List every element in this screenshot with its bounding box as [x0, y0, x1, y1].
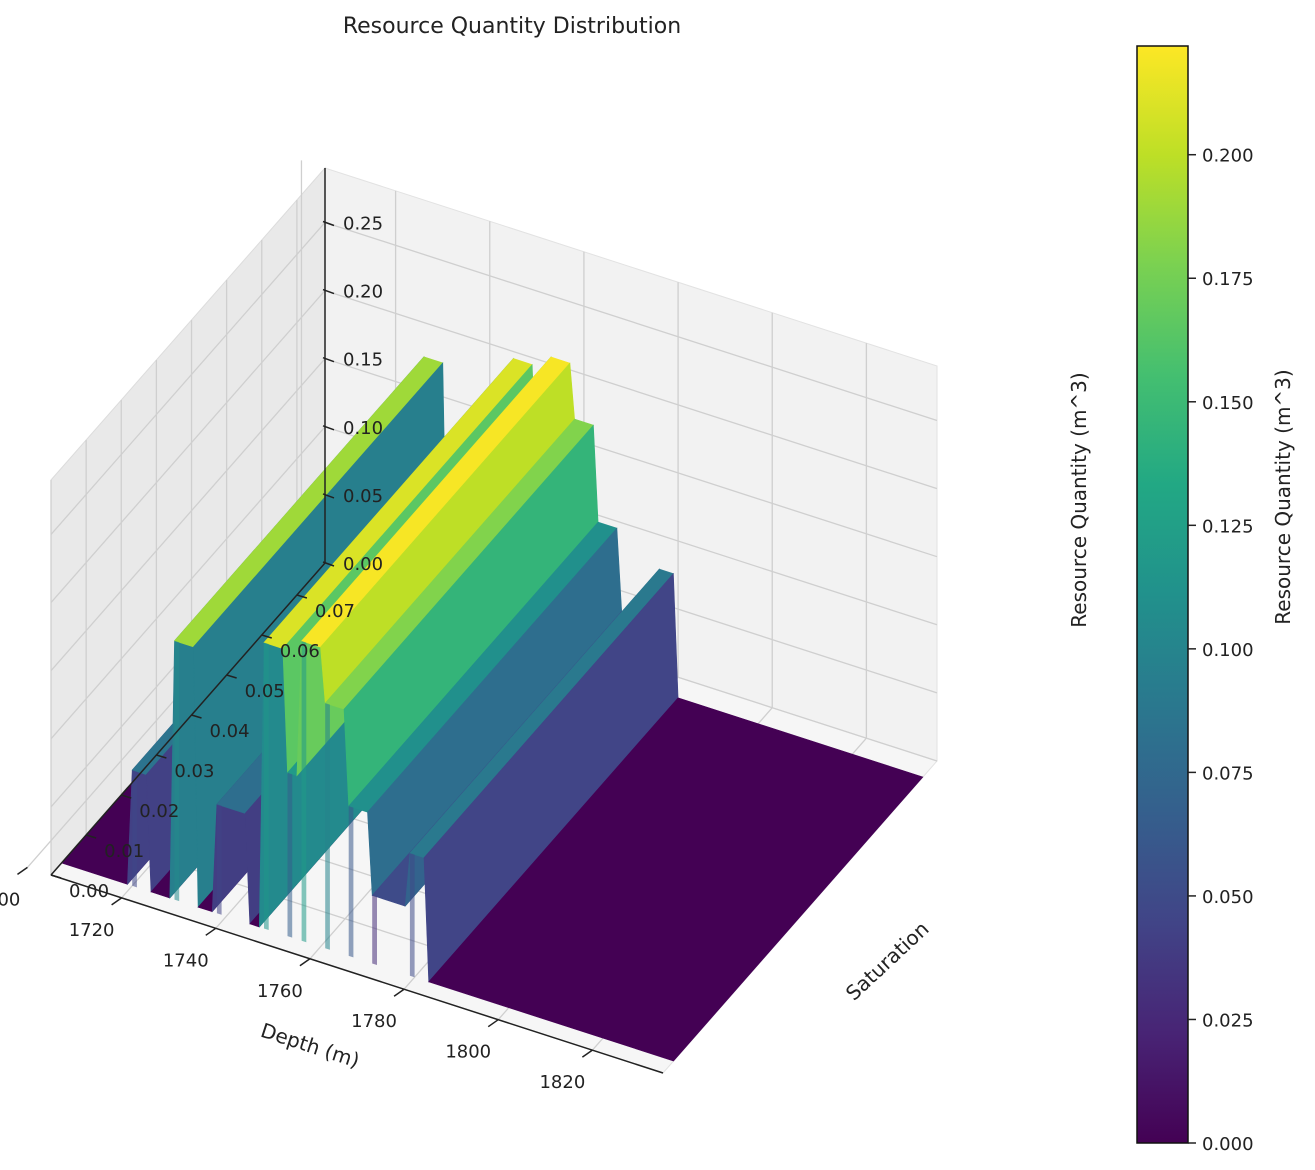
y-tick-label: 0.06	[280, 641, 320, 662]
surface-front-edge	[372, 895, 377, 965]
x-tick-mark	[487, 1019, 499, 1028]
x-tick-mark	[17, 866, 28, 875]
colorbar-tick-label: 0.000	[1202, 1134, 1254, 1155]
z-tick-label: 0.25	[343, 213, 383, 234]
x-axis-label: Depth (m)	[258, 1018, 363, 1072]
z-tick-label: 0.10	[343, 418, 383, 439]
z-tick-mark	[322, 356, 335, 363]
y-tick-mark	[261, 634, 272, 639]
z-tick-mark	[322, 561, 335, 567]
x-tick-mark	[393, 988, 405, 997]
surface-front-edge	[264, 642, 269, 930]
grid-line-z	[50, 426, 326, 740]
y-tick-mark	[121, 794, 132, 799]
surface-front-edge	[287, 772, 293, 938]
colorbar-tick-label: 0.075	[1202, 763, 1254, 784]
y-axis-label: Saturation	[841, 917, 934, 1006]
z-tick-label: 0.05	[343, 486, 383, 507]
z-tick-label: 0.20	[343, 282, 383, 303]
grid-line-z	[324, 289, 938, 490]
grid-line-z	[50, 358, 326, 672]
colorbar-tick-label: 0.175	[1202, 269, 1254, 290]
y-tick-label: 0.07	[315, 601, 355, 622]
x-tick-mark	[205, 927, 217, 936]
x-tick-label: 1800	[445, 1042, 491, 1063]
x-tick-label: 1780	[351, 1011, 397, 1032]
surface-front-edge	[301, 641, 307, 943]
colorbar: 0.000 0.025 0.050 0.075 0.100 0.125 0.150 0.175…	[1136, 45, 1295, 1155]
surface-front-edge	[348, 806, 354, 958]
chart-title: Resource Quantity Distribution	[343, 14, 681, 39]
z-tick-mark	[322, 220, 335, 227]
x-tick-label: 1720	[69, 920, 115, 941]
y-tick-label: 0.02	[139, 801, 179, 822]
y-tick-label: 0.00	[69, 881, 109, 902]
y-tick-label: 0.01	[104, 841, 144, 862]
colorbar-tick-label: 0.125	[1202, 516, 1254, 537]
x-tick-label: 1760	[257, 981, 303, 1002]
y-tick-mark	[226, 674, 237, 679]
x-tick-mark	[581, 1049, 593, 1058]
grid-line-z	[324, 221, 938, 422]
y-tick-label: 0.05	[245, 681, 285, 702]
x-tick-mark	[299, 958, 311, 967]
y-tick-mark	[156, 754, 167, 759]
colorbar-tick-label: 0.050	[1202, 887, 1254, 908]
z-tick-mark	[322, 288, 335, 295]
colorbar-tick-label: 0.025	[1202, 1010, 1254, 1031]
y-tick-label: 0.03	[174, 761, 214, 782]
colorbar-tick-label: 0.200	[1202, 146, 1254, 167]
z-tick-mark	[322, 493, 335, 499]
surface-front-edge	[216, 804, 222, 915]
surface-front-edge	[325, 703, 330, 950]
colorbar-gradient	[1136, 45, 1189, 1144]
y-tick-label: 0.04	[210, 721, 250, 742]
y-tick-mark	[191, 714, 202, 719]
y-tick-mark	[50, 874, 62, 879]
colorbar-tick-label: 0.150	[1202, 393, 1254, 414]
colorbar-tick-label: 0.100	[1202, 640, 1254, 661]
y-tick-mark	[296, 594, 308, 599]
z-tick-mark	[322, 425, 335, 431]
z-tick-label: 0.15	[343, 350, 383, 371]
x-tick-label: 1820	[539, 1072, 585, 1093]
axes: 1700 1720 1740 1760 1780 1800 1820 0.00 0.01 0.02…	[0, 168, 664, 1093]
grid-line-z	[50, 222, 326, 535]
z-axis-label: Resource Quantity (m^3)	[1067, 372, 1091, 627]
x-tick-label: 1740	[163, 950, 209, 971]
surface-band	[428, 697, 924, 1062]
surface-front-edge	[409, 853, 415, 978]
y-axis-line	[50, 562, 326, 876]
x-tick-label: 1700	[0, 889, 20, 910]
x-axis-line	[50, 874, 664, 1074]
surface-front-edge	[174, 640, 180, 902]
surface-plot	[60, 355, 924, 1062]
colorbar-label: Resource Quantity (m^3)	[1271, 369, 1295, 624]
grid-line-z	[50, 290, 326, 604]
surface-front-edge	[132, 770, 137, 888]
z-tick-label: 0.00	[343, 554, 383, 575]
x-tick-mark	[111, 897, 123, 906]
y-tick-mark	[85, 834, 97, 839]
